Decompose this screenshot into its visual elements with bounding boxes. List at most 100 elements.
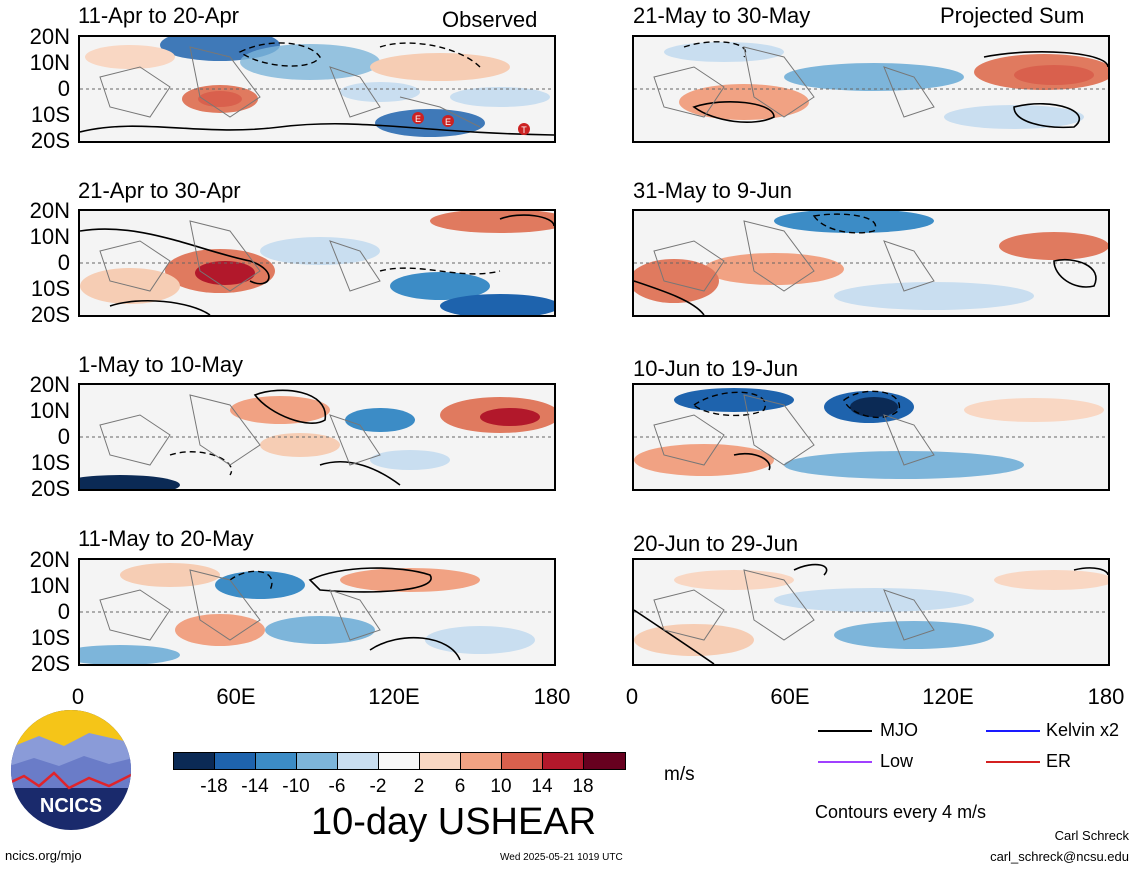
colorbar-swatch xyxy=(419,752,461,770)
colorbar-label: 10 xyxy=(490,776,512,797)
colorbar-swatch xyxy=(378,752,420,770)
ncics-logo: NCICS xyxy=(9,708,133,832)
panel-title: 10-Jun to 19-Jun xyxy=(633,356,799,381)
footer-timestamp: Wed 2025-05-21 1019 UTC xyxy=(500,852,623,863)
lat-label: 20S xyxy=(30,476,70,501)
lon-label: 60E xyxy=(770,684,810,709)
colorbar-label: 14 xyxy=(531,776,553,797)
lat-label: 20N xyxy=(29,547,70,572)
lat-label: 20N xyxy=(29,24,70,49)
storm-marker: E xyxy=(442,115,454,127)
legend-line-mjo xyxy=(818,730,872,732)
storm-marker-letter: E xyxy=(445,117,451,127)
colorbar-label: 2 xyxy=(413,776,425,797)
logo-text: NCICS xyxy=(40,795,102,817)
footer-url[interactable]: ncics.org/mjo xyxy=(5,848,82,863)
logo-graphic: NCICS xyxy=(11,710,131,830)
lat-label: 0 xyxy=(57,599,70,624)
colorbar-label: -6 xyxy=(328,776,346,797)
lat-label: 20S xyxy=(30,302,70,327)
map-panel-left-2 xyxy=(78,209,556,317)
contour-note: Contours every 4 m/s xyxy=(815,802,987,822)
storm-marker: E xyxy=(412,112,424,124)
panel-title: 11-Apr to 20-Apr xyxy=(78,3,240,28)
footer-email[interactable]: carl_schreck@ncsu.edu xyxy=(990,849,1129,864)
lat-label: 10S xyxy=(30,276,70,301)
colorbar-swatch xyxy=(501,752,543,770)
colorbar-label: -2 xyxy=(369,776,387,797)
footer-author: Carl Schreck xyxy=(1054,828,1129,843)
panel-title: 11-May to 20-May xyxy=(78,526,254,551)
legend-line-kelvin xyxy=(986,730,1040,732)
storm-marker-letter: E xyxy=(415,114,421,124)
shear-map xyxy=(80,385,554,489)
map-panel-right-2 xyxy=(632,209,1110,317)
map-panel-left-3 xyxy=(78,383,556,491)
colorbar-swatch xyxy=(460,752,502,770)
colorbar-label: 6 xyxy=(454,776,466,797)
lon-label: 180 xyxy=(533,684,571,709)
lat-label: 20N xyxy=(29,372,70,397)
legend-line-low xyxy=(818,761,872,763)
colorbar-label: -10 xyxy=(282,776,310,797)
map-panel-right-3 xyxy=(632,383,1110,491)
colorbar: -18 -14 -10 -6 -2 2 6 10 14 18 xyxy=(173,752,629,802)
lat-label: 10S xyxy=(30,625,70,650)
colorbar-label: 18 xyxy=(572,776,594,797)
lat-label: 0 xyxy=(57,424,70,449)
legend-label: ER xyxy=(1046,751,1072,771)
projected-sum-label: Projected Sum xyxy=(940,3,1085,28)
colorbar-swatch xyxy=(296,752,338,770)
legend-label: Low xyxy=(880,751,914,771)
lat-label: 20S xyxy=(30,651,70,676)
panel-title: 21-Apr to 30-Apr xyxy=(78,178,241,203)
lat-label: 10N xyxy=(29,50,70,75)
lat-label: 10N xyxy=(29,398,70,423)
lat-label: 0 xyxy=(57,76,70,101)
panel-title: 31-May to 9-Jun xyxy=(633,178,792,203)
storm-marker-letter: T xyxy=(521,125,527,135)
panel-title: 21-May to 30-May xyxy=(633,3,811,28)
map-panel-left-1: E E T xyxy=(78,35,556,143)
shear-map xyxy=(80,560,554,664)
observed-label: Observed xyxy=(442,7,538,32)
panel-title: 1-May to 10-May xyxy=(78,352,244,377)
colorbar-swatch xyxy=(337,752,379,770)
lat-label: 10S xyxy=(30,450,70,475)
panel-title: 20-Jun to 29-Jun xyxy=(633,531,799,556)
lat-label: 10N xyxy=(29,573,70,598)
colorbar-swatch xyxy=(542,752,584,770)
colorbar-label: -14 xyxy=(241,776,269,797)
lat-label: 10N xyxy=(29,224,70,249)
shear-map xyxy=(634,211,1108,315)
figure-title: 10-day USHEAR xyxy=(311,801,597,843)
map-panel-right-4 xyxy=(632,558,1110,666)
map-panel-right-1 xyxy=(632,35,1110,143)
shear-map xyxy=(634,385,1108,489)
lat-label: 20S xyxy=(30,128,70,153)
lon-label: 0 xyxy=(625,684,639,709)
lon-label: 60E xyxy=(216,684,256,709)
shear-map xyxy=(634,37,1108,141)
colorbar-swatch xyxy=(173,752,215,770)
shear-map xyxy=(80,211,554,315)
colorbar-unit: m/s xyxy=(664,764,695,785)
lat-label: 0 xyxy=(57,250,70,275)
legend-line-er xyxy=(986,761,1040,763)
lon-label: 120E xyxy=(922,684,974,709)
legend-label: Kelvin x2 xyxy=(1046,720,1120,740)
storm-marker: T xyxy=(518,123,530,135)
map-panel-left-4 xyxy=(78,558,556,666)
lon-label: 180 xyxy=(1087,684,1125,709)
shear-map xyxy=(634,560,1108,664)
colorbar-swatch xyxy=(255,752,297,770)
lon-label: 0 xyxy=(71,684,85,709)
lat-label: 20N xyxy=(29,198,70,223)
legend-label: MJO xyxy=(880,720,918,740)
colorbar-swatch xyxy=(583,752,626,770)
colorbar-label: -18 xyxy=(200,776,228,797)
lon-label: 120E xyxy=(368,684,420,709)
lat-label: 10S xyxy=(30,102,70,127)
colorbar-swatch xyxy=(214,752,256,770)
shear-map: E E T xyxy=(80,37,554,141)
